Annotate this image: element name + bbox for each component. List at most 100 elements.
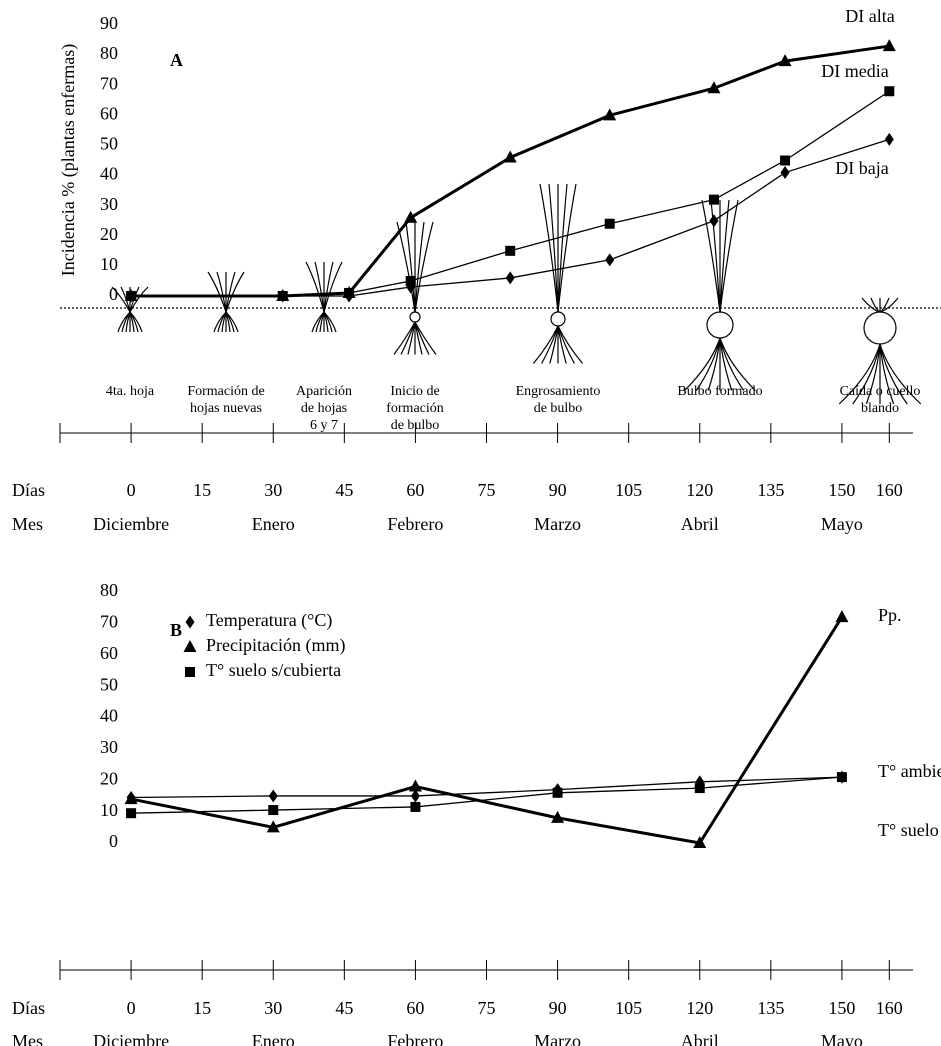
row-label: Días	[12, 480, 45, 500]
marker-square	[268, 805, 279, 816]
marker-triangle	[183, 640, 197, 652]
legend-label: Precipitación (mm)	[206, 635, 345, 656]
root	[129, 311, 143, 333]
plant	[207, 271, 245, 333]
marker-square	[505, 245, 516, 256]
leaf	[405, 221, 416, 313]
y-tick-label: 60	[100, 643, 118, 663]
month-label: Febrero	[387, 514, 443, 534]
root	[400, 321, 416, 355]
y-tick-label: 40	[100, 164, 118, 184]
marker-square	[836, 772, 847, 783]
marker-triangle	[124, 792, 138, 805]
leaf	[414, 221, 425, 313]
month-label: Enero	[252, 514, 295, 534]
marker-diamond	[268, 789, 278, 803]
marker-triangle	[503, 150, 517, 163]
leaf	[314, 261, 325, 313]
root	[838, 343, 881, 405]
marker-diamond	[505, 271, 515, 285]
x-tick-label: 60	[406, 998, 424, 1018]
leaf	[539, 183, 559, 313]
marker-square	[694, 783, 705, 794]
y-tick-label: 50	[100, 134, 118, 154]
series-line	[131, 90, 890, 297]
y-tick-label: 10	[100, 800, 118, 820]
month-label: Diciembre	[93, 514, 169, 534]
x-tick-label: 15	[193, 480, 211, 500]
month-label: Marzo	[534, 514, 581, 534]
stage-label: de bulbo	[534, 401, 583, 416]
stage-label: hojas nuevas	[190, 401, 262, 416]
x-tick-label: 105	[615, 480, 642, 500]
leaf	[396, 221, 416, 313]
series-line	[131, 776, 842, 799]
marker-square	[552, 787, 563, 798]
marker-square	[884, 86, 895, 97]
marker-triangle	[707, 81, 721, 94]
root	[323, 311, 337, 333]
stage-label: Engrosamiento	[516, 384, 601, 399]
marker-diamond	[278, 289, 288, 303]
series-line	[130, 616, 844, 845]
y-tick-label: 60	[100, 103, 118, 123]
annotation: T° suelo	[878, 820, 939, 840]
marker-square	[780, 155, 791, 166]
plant	[838, 297, 922, 405]
plant	[393, 221, 437, 355]
y-tick-label: 20	[100, 224, 118, 244]
x-tick-label: 135	[757, 998, 784, 1018]
bulb	[550, 311, 566, 327]
month-label: Mayo	[821, 1031, 863, 1046]
month-label: Marzo	[534, 1031, 581, 1046]
stage-label: de hojas	[301, 401, 347, 416]
root	[879, 343, 922, 405]
y-tick-label: 30	[100, 194, 118, 214]
bulb	[863, 311, 897, 345]
leaf	[557, 183, 577, 313]
x-tick-label: 15	[193, 998, 211, 1018]
stage-label: 4ta. hoja	[106, 384, 155, 399]
bulb	[706, 311, 734, 339]
root	[225, 311, 239, 333]
y-axis-label: Incidencia % (plantas enfermas)	[58, 44, 79, 276]
leaf	[557, 183, 568, 313]
leaf	[207, 271, 227, 313]
marker-diamond	[185, 615, 195, 629]
series-label: DI baja	[835, 158, 888, 178]
x-tick-label: 120	[686, 998, 713, 1018]
x-tick-label: 150	[828, 998, 855, 1018]
marker-diamond	[709, 214, 719, 228]
leaf	[323, 261, 343, 313]
root	[852, 343, 881, 405]
x-tick-label: 90	[549, 998, 567, 1018]
x-tick-label: 0	[127, 998, 136, 1018]
marker-triangle	[778, 54, 792, 67]
root	[684, 337, 721, 391]
x-tick-label: 120	[686, 480, 713, 500]
stage-label: blando	[861, 401, 899, 416]
marker-triangle	[551, 810, 565, 823]
leaf	[225, 271, 245, 313]
y-tick-label: 30	[100, 737, 118, 757]
leaf	[710, 199, 721, 313]
y-tick-label: 80	[100, 43, 118, 63]
marker-square	[410, 801, 421, 812]
stage-label: Formación de	[187, 384, 264, 399]
leaf	[216, 271, 227, 313]
marker-triangle	[835, 610, 849, 623]
marker-diamond	[884, 132, 894, 146]
marker-triangle	[693, 836, 707, 848]
leaf	[305, 261, 325, 313]
row-label: Mes	[12, 1031, 43, 1046]
marker-triangle	[408, 779, 422, 792]
leaf	[323, 261, 334, 313]
x-tick-label: 160	[876, 480, 903, 500]
marker-diamond	[344, 289, 354, 303]
y-tick-label: 10	[100, 254, 118, 274]
marker-triangle	[404, 210, 418, 223]
y-tick-label: 80	[100, 580, 118, 600]
y-tick-label: 20	[100, 768, 118, 788]
marker-square	[185, 667, 195, 677]
